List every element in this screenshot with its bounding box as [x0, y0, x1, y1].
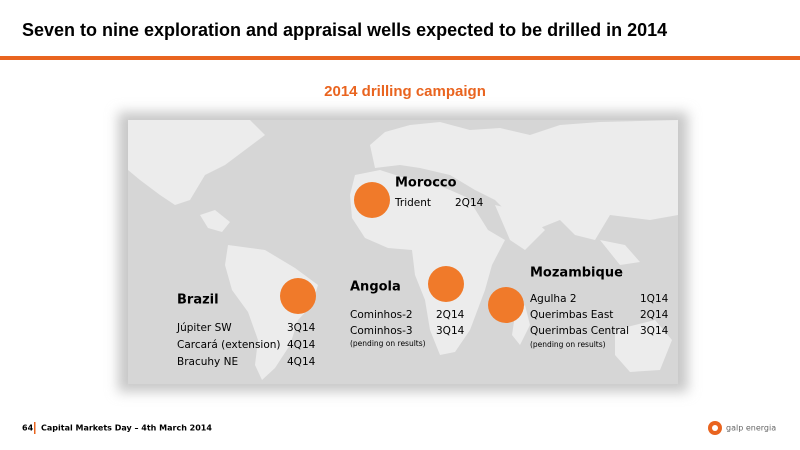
well-date: 3Q14: [287, 322, 316, 334]
marker-brazil: [280, 278, 316, 314]
morocco-block: Morocco Trident 2Q14: [394, 176, 484, 210]
map: [118, 112, 688, 392]
well-name: Agulha 2: [530, 293, 577, 305]
title-rule: [0, 56, 800, 60]
well-name: Carcará (extension): [177, 339, 281, 351]
region-name: Brazil: [177, 293, 219, 308]
region-name: Angola: [350, 280, 401, 295]
well-name: Trident: [394, 197, 431, 209]
marker-mozambique: [488, 287, 524, 323]
subtitle: 2014 drilling campaign: [324, 83, 486, 100]
marker-morocco: [354, 182, 390, 218]
logo-icon-inner: [712, 425, 718, 431]
well-date: 2Q14: [455, 197, 484, 209]
footer: 64 Capital Markets Day – 4th March 2014 …: [22, 421, 776, 435]
mozambique-block: Mozambique Agulha 2 1Q14 Querimbas East …: [530, 266, 669, 350]
note: (pending on results): [350, 339, 426, 348]
region-name: Mozambique: [530, 266, 623, 281]
well-date: 4Q14: [287, 339, 316, 351]
well-name: Bracuhy NE: [177, 356, 238, 368]
well-name: Cominhos-3: [350, 325, 413, 337]
well-name: Querimbas East: [530, 309, 613, 321]
footer-text: Capital Markets Day – 4th March 2014: [41, 424, 212, 433]
slide-title: Seven to nine exploration and appraisal …: [22, 20, 667, 40]
well-date: 2Q14: [640, 309, 669, 321]
brazil-block: Brazil Júpiter SW 3Q14 Carcará (extensio…: [176, 293, 316, 369]
angola-block: Angola Cominhos-2 2Q14 Cominhos-3 3Q14 (…: [350, 280, 465, 349]
logo-text: galp energia: [726, 424, 776, 433]
well-date: 3Q14: [640, 325, 669, 337]
well-name: Cominhos-2: [350, 309, 413, 321]
well-date: 4Q14: [287, 356, 316, 368]
page-number: 64: [22, 424, 34, 433]
well-date: 2Q14: [436, 309, 465, 321]
well-name: Júpiter SW: [176, 322, 232, 334]
well-date: 1Q14: [640, 293, 669, 305]
footer-separator: [34, 422, 36, 434]
region-name: Morocco: [395, 176, 457, 191]
marker-angola: [428, 266, 464, 302]
note: (pending on results): [530, 340, 606, 349]
well-name: Querimbas Central: [530, 325, 629, 337]
well-date: 3Q14: [436, 325, 465, 337]
